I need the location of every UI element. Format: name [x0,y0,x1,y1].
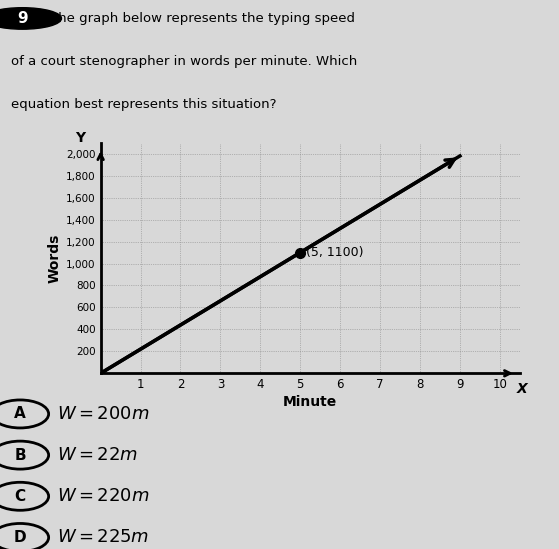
Text: D: D [14,530,26,545]
Text: $W = 22m$: $W = 22m$ [57,446,138,464]
Text: $W = 225m$: $W = 225m$ [57,529,149,546]
Text: B: B [15,447,26,463]
Text: $W = 200m$: $W = 200m$ [57,405,150,423]
Text: equation best represents this situation?: equation best represents this situation? [11,98,277,111]
Text: C: C [15,489,26,504]
Text: A: A [14,406,26,422]
Y-axis label: Words: Words [48,233,62,283]
Text: 9: 9 [17,11,28,26]
Text: X: X [517,382,527,396]
X-axis label: Minute: Minute [283,395,338,410]
Text: (5, 1100): (5, 1100) [306,246,364,259]
Text: Y: Y [75,131,86,145]
Circle shape [0,8,61,29]
Text: of a court stenographer in words per minute. Which: of a court stenographer in words per min… [11,55,357,68]
Text: $W = 220m$: $W = 220m$ [57,488,150,505]
Text: The graph below represents the typing speed: The graph below represents the typing sp… [50,12,356,25]
